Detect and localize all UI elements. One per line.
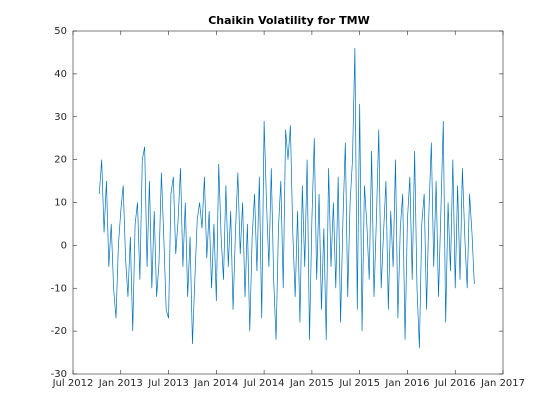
y-tick-label: 50	[54, 26, 67, 37]
x-tick-label: Jan 2017	[480, 378, 525, 389]
y-tick-label: -20	[51, 326, 67, 337]
y-tick-label: 40	[54, 69, 67, 80]
y-tick-label: 30	[54, 112, 67, 123]
x-tick-label: Jan 2015	[289, 378, 334, 389]
x-tick-label: Jul 2015	[338, 378, 380, 389]
x-tick-label: Jul 2016	[434, 378, 476, 389]
y-tick-label: 0	[61, 240, 67, 251]
y-tick-label: 10	[54, 198, 67, 209]
plot-area	[72, 30, 504, 375]
x-tick-label: Jan 2014	[193, 378, 238, 389]
chart-title: Chaikin Volatility for TMW	[208, 14, 370, 27]
data-line	[98, 48, 475, 349]
x-tick-label: Jan 2013	[98, 378, 143, 389]
x-tick-label: Jan 2016	[384, 378, 429, 389]
x-tick-label: Jul 2012	[52, 378, 94, 389]
y-tick-label: 20	[54, 155, 67, 166]
y-tick-label: -10	[51, 283, 67, 294]
y-tick-label: -30	[51, 369, 67, 380]
x-tick-label: Jul 2014	[243, 378, 285, 389]
x-tick-label: Jul 2013	[147, 378, 189, 389]
